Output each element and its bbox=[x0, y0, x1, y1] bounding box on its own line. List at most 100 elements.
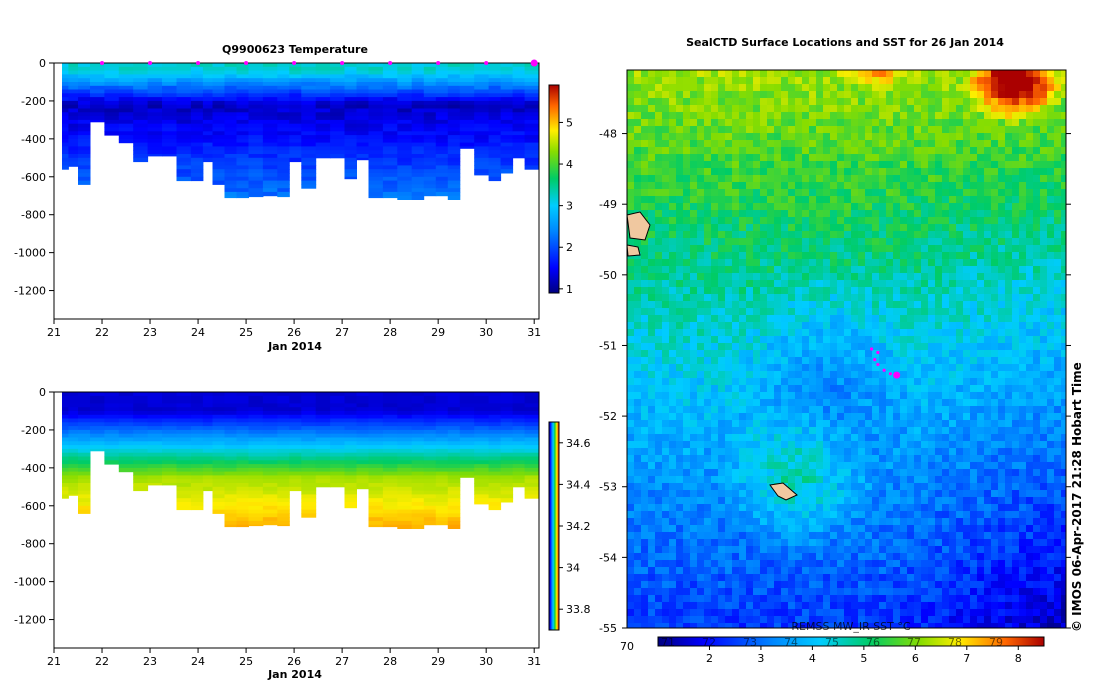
sst-cell bbox=[886, 259, 894, 267]
sst-cell bbox=[823, 357, 831, 365]
temperature-cell bbox=[435, 165, 449, 170]
temperature-cell bbox=[411, 161, 425, 166]
salinity-cell bbox=[474, 426, 490, 431]
sst-cell bbox=[718, 294, 726, 302]
salinity-cell bbox=[147, 399, 163, 404]
temperature-cell bbox=[248, 78, 264, 83]
sst-cell bbox=[823, 119, 831, 127]
sst-cell bbox=[991, 168, 999, 176]
salinity-cell bbox=[224, 524, 237, 528]
sst-cell bbox=[1019, 126, 1027, 134]
temperature-cell bbox=[474, 173, 490, 176]
temperature-cell bbox=[78, 66, 91, 72]
sst-cell bbox=[1054, 322, 1062, 330]
sst-cell bbox=[879, 119, 887, 127]
sst-cell bbox=[886, 238, 894, 246]
sst-cell bbox=[1026, 266, 1034, 274]
salinity-cell bbox=[488, 399, 502, 404]
temperature-cell bbox=[500, 93, 514, 98]
temperature-cell bbox=[500, 161, 514, 166]
sst-cell bbox=[998, 168, 1006, 176]
salinity-cell bbox=[301, 429, 317, 435]
sst-cell bbox=[1012, 322, 1020, 330]
sst-cell bbox=[984, 350, 992, 358]
temperature-cell bbox=[78, 78, 91, 83]
salinity-cell bbox=[190, 411, 204, 416]
temperature-cell bbox=[474, 74, 490, 79]
sst-cell bbox=[788, 308, 796, 316]
temperature-cell bbox=[368, 165, 384, 170]
sst-cell bbox=[949, 357, 957, 365]
salinity-cell bbox=[423, 505, 437, 511]
sst-cell bbox=[1019, 140, 1027, 148]
sst-cell bbox=[879, 70, 887, 78]
sst-cell bbox=[900, 175, 908, 183]
sst-cell bbox=[879, 98, 887, 106]
temperature-cell bbox=[176, 112, 192, 117]
sst-cell bbox=[956, 70, 964, 78]
sst-cell bbox=[760, 259, 768, 267]
sst-cell bbox=[697, 343, 705, 351]
sst-cell bbox=[669, 91, 677, 99]
salinity-cell bbox=[474, 471, 490, 476]
salinity-cell bbox=[411, 479, 425, 484]
sst-cell bbox=[921, 154, 929, 162]
salinity-cell bbox=[474, 437, 490, 442]
salinity-xtick-label: 25 bbox=[239, 655, 253, 668]
salinity-cell bbox=[397, 471, 413, 476]
sst-cell bbox=[676, 196, 684, 204]
temperature-cell bbox=[301, 97, 317, 102]
sst-cell bbox=[844, 133, 852, 141]
salinity-cell bbox=[397, 513, 413, 518]
sst-cell bbox=[753, 364, 761, 372]
temperature-cell bbox=[104, 112, 120, 117]
sst-cell bbox=[907, 315, 915, 323]
sst-cell bbox=[725, 217, 733, 225]
sst-cell bbox=[1047, 84, 1055, 92]
sst-cell bbox=[725, 210, 733, 218]
sst-cell bbox=[1019, 231, 1027, 239]
sst-cell bbox=[1005, 252, 1013, 260]
sst-cell bbox=[746, 189, 754, 197]
salinity-cell bbox=[330, 483, 345, 488]
salinity-cell bbox=[368, 460, 384, 465]
salinity-cell bbox=[344, 502, 357, 507]
sst-cell bbox=[851, 252, 859, 260]
sst-cell bbox=[928, 98, 936, 106]
sst-cell bbox=[662, 203, 670, 211]
sst-cell bbox=[970, 168, 978, 176]
sst-cell bbox=[1047, 315, 1055, 323]
salinity-cell bbox=[301, 513, 317, 518]
temperature-cell bbox=[248, 97, 264, 102]
sst-cell bbox=[1061, 161, 1066, 169]
salinity-cell bbox=[248, 467, 264, 473]
sst-cell bbox=[802, 266, 810, 274]
sst-cell bbox=[837, 126, 845, 134]
sst-cell bbox=[928, 91, 936, 99]
sst-cell bbox=[893, 77, 901, 85]
sst-cell bbox=[669, 175, 677, 183]
salinity-cell bbox=[500, 475, 514, 480]
sst-cell bbox=[942, 161, 950, 169]
sst-cell bbox=[802, 140, 810, 148]
sst-cell bbox=[851, 196, 859, 204]
sst-cell bbox=[956, 336, 964, 344]
temperature-cell bbox=[78, 169, 91, 174]
sst-cell bbox=[844, 308, 852, 316]
sst-cell bbox=[837, 315, 845, 323]
temperature-xtick-label: 28 bbox=[383, 326, 397, 339]
sst-cell bbox=[662, 259, 670, 267]
temperature-cell bbox=[224, 150, 237, 155]
sst-cell bbox=[1026, 189, 1034, 197]
salinity-cell bbox=[315, 418, 331, 423]
salinity-cell bbox=[190, 505, 204, 511]
salinity-cell bbox=[212, 426, 225, 431]
temperature-cell bbox=[435, 127, 449, 132]
salinity-cell bbox=[512, 460, 526, 465]
sst-cell bbox=[921, 294, 929, 302]
temperature-cell bbox=[78, 74, 91, 79]
sst-cell bbox=[739, 294, 747, 302]
temperature-cell bbox=[224, 93, 237, 98]
salinity-cell bbox=[397, 486, 413, 492]
sst-cell bbox=[921, 266, 929, 274]
